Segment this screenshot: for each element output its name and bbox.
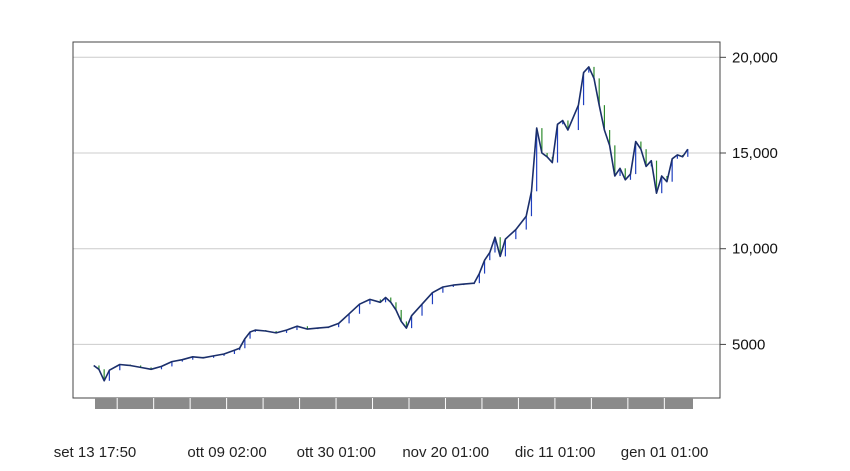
y-tick-label: 10,000 [732,241,778,258]
y-tick-label: 20,000 [732,49,778,66]
price-line [93,66,689,382]
y-tick-label: 5000 [732,336,765,353]
x-tick-label: gen 01 01:00 [621,444,709,461]
candles [98,66,689,381]
x-tick-label: ott 09 02:00 [187,444,266,461]
x-tick-label: set 13 17:50 [54,444,137,461]
x-axis: set 13 17:50 ott 09 02:00 ott 30 01:00 nov … [54,398,709,461]
x-tick-label: nov 20 01:00 [402,444,489,461]
gridlines [73,56,720,345]
y-axis: 5000 10,000 15,000 20,000 [720,49,778,353]
x-tick-label: ott 30 01:00 [297,444,376,461]
x-axis-bar [95,398,693,409]
x-tick-label: dic 11 01:00 [515,444,596,461]
y-tick-label: 15,000 [732,145,778,162]
